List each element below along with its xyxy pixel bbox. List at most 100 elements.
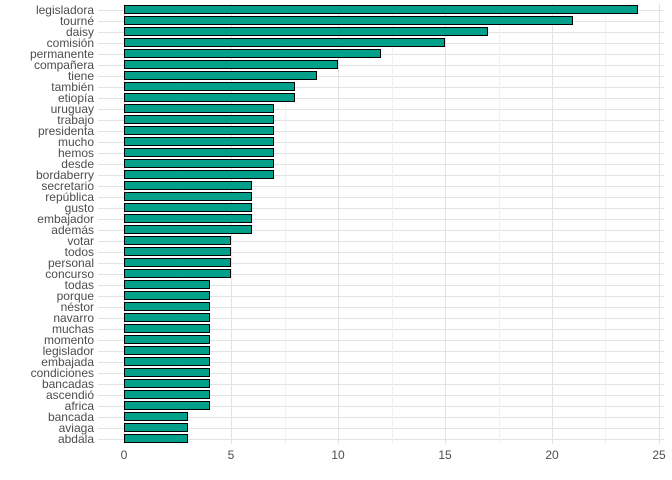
y-tick-label: legislador bbox=[42, 344, 94, 358]
h-gridline bbox=[98, 131, 664, 132]
bar-legislador bbox=[124, 346, 210, 355]
bar-compañera bbox=[124, 60, 338, 69]
h-gridline bbox=[98, 186, 664, 187]
bar-gusto bbox=[124, 203, 252, 212]
h-gridline bbox=[98, 263, 664, 264]
y-tick-label: presidenta bbox=[37, 124, 94, 138]
h-gridline bbox=[98, 98, 664, 99]
v-gridline-minor bbox=[285, 4, 286, 444]
h-gridline bbox=[98, 329, 664, 330]
y-tick-label: todos bbox=[64, 245, 94, 259]
bar-muchas bbox=[124, 324, 210, 333]
y-tick-label: personal bbox=[47, 256, 94, 270]
h-gridline bbox=[98, 252, 664, 253]
y-tick-label: hemos bbox=[57, 146, 94, 160]
bar-etiopía bbox=[124, 93, 295, 102]
v-gridline-major bbox=[659, 4, 660, 444]
bar-además bbox=[124, 225, 252, 234]
bar-porque bbox=[124, 291, 210, 300]
bar-desde bbox=[124, 159, 274, 168]
bar-bancada bbox=[124, 412, 188, 421]
y-tick-label: navarro bbox=[53, 311, 94, 325]
h-gridline bbox=[98, 87, 664, 88]
y-tick-label: secretario bbox=[41, 179, 94, 193]
bar-abdala bbox=[124, 434, 188, 443]
y-tick-label: abdala bbox=[57, 432, 94, 446]
y-tick-label: tiene bbox=[67, 69, 94, 83]
bar-hemos bbox=[124, 148, 274, 157]
h-gridline bbox=[98, 285, 664, 286]
bar-también bbox=[124, 82, 295, 91]
h-gridline bbox=[98, 351, 664, 352]
x-tick-label: 15 bbox=[438, 448, 452, 462]
h-gridline bbox=[98, 318, 664, 319]
h-gridline bbox=[98, 406, 664, 407]
y-tick-label: además bbox=[51, 223, 94, 237]
bar-bordaberry bbox=[124, 170, 274, 179]
y-tick-label: condiciones bbox=[30, 366, 94, 380]
x-tick-label: 20 bbox=[545, 448, 559, 462]
bar-presidenta bbox=[124, 126, 274, 135]
bar-legisladora bbox=[124, 5, 638, 14]
bar-néstor bbox=[124, 302, 210, 311]
h-gridline bbox=[98, 395, 664, 396]
y-tick-label: bancada bbox=[47, 410, 94, 424]
bar-momento bbox=[124, 335, 210, 344]
h-gridline bbox=[98, 428, 664, 429]
y-tick-label: embajador bbox=[37, 212, 94, 226]
y-tick-label: etiopía bbox=[57, 91, 94, 105]
x-tick-label: 10 bbox=[331, 448, 345, 462]
y-tick-label: trabajo bbox=[57, 113, 94, 127]
y-tick-label: desde bbox=[61, 157, 94, 171]
bar-condiciones bbox=[124, 368, 210, 377]
v-gridline-major bbox=[552, 4, 553, 444]
v-gridline-minor bbox=[499, 4, 500, 444]
h-gridline bbox=[98, 230, 664, 231]
y-tick-label: africa bbox=[64, 399, 94, 413]
bar-bancadas bbox=[124, 379, 210, 388]
h-gridline bbox=[98, 373, 664, 374]
bar-personal bbox=[124, 258, 231, 267]
bar-tiene bbox=[124, 71, 317, 80]
bar-africa bbox=[124, 401, 210, 410]
y-tick-label: tourné bbox=[59, 14, 94, 28]
y-tick-label: daisy bbox=[65, 25, 94, 39]
y-tick-label: ascendió bbox=[45, 388, 94, 402]
h-gridline bbox=[98, 274, 664, 275]
h-gridline bbox=[98, 54, 664, 55]
h-gridline bbox=[98, 340, 664, 341]
h-gridline bbox=[98, 439, 664, 440]
x-tick-label: 5 bbox=[227, 448, 235, 462]
v-gridline-minor bbox=[392, 4, 393, 444]
bar-navarro bbox=[124, 313, 210, 322]
y-tick-label: también bbox=[51, 80, 94, 94]
bar-tourné bbox=[124, 16, 573, 25]
v-gridline-major bbox=[338, 4, 339, 444]
bar-ascendió bbox=[124, 390, 210, 399]
v-gridline-major bbox=[445, 4, 446, 444]
y-tick-label: votar bbox=[67, 234, 94, 248]
bar-todas bbox=[124, 280, 210, 289]
bar-mucho bbox=[124, 137, 274, 146]
y-tick-label: gusto bbox=[64, 201, 94, 215]
bar-comisión bbox=[124, 38, 445, 47]
bar-aviaga bbox=[124, 423, 188, 432]
bar-daisy bbox=[124, 27, 488, 36]
h-gridline bbox=[98, 296, 664, 297]
chart-panel bbox=[98, 4, 664, 444]
bar-concurso bbox=[124, 269, 231, 278]
v-gridline-minor bbox=[605, 4, 606, 444]
h-gridline bbox=[98, 142, 664, 143]
y-tick-label: momento bbox=[43, 333, 94, 347]
h-gridline bbox=[98, 417, 664, 418]
h-gridline bbox=[98, 384, 664, 385]
h-gridline bbox=[98, 241, 664, 242]
x-tick-label: 25 bbox=[652, 448, 666, 462]
y-tick-label: compañera bbox=[33, 58, 94, 72]
y-tick-label: mucho bbox=[57, 135, 94, 149]
y-tick-label: muchas bbox=[51, 322, 94, 336]
h-gridline bbox=[98, 164, 664, 165]
y-tick-label: comisión bbox=[46, 36, 94, 50]
v-gridline-major bbox=[231, 4, 232, 444]
